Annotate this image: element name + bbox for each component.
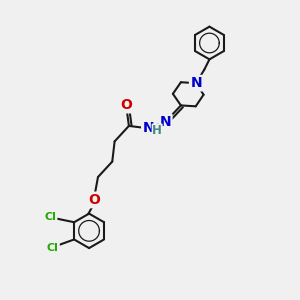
Text: N: N: [160, 115, 171, 129]
Text: H: H: [152, 124, 162, 137]
Text: Cl: Cl: [44, 212, 56, 222]
Text: N: N: [142, 121, 154, 135]
Text: Cl: Cl: [47, 243, 59, 253]
Text: O: O: [88, 193, 101, 207]
Text: N: N: [190, 76, 202, 90]
Text: O: O: [121, 98, 133, 112]
